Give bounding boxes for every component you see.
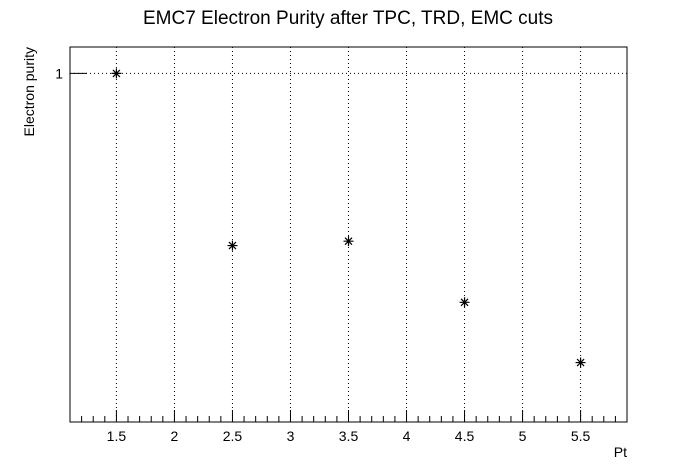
axis-tick-labels: 1.5 2 2.5 3 3.5 4 4.5 5 5.5 1 <box>55 65 590 444</box>
data-point <box>575 357 586 368</box>
y-axis-label: Electron purity <box>21 47 37 136</box>
data-point <box>227 240 238 251</box>
x-axis-label: Pt <box>614 444 627 460</box>
data-point <box>111 68 122 79</box>
chart-title: EMC7 Electron Purity after TPC, TRD, EMC… <box>143 8 553 29</box>
x-tick-label: 4 <box>403 428 411 444</box>
data-point <box>459 297 470 308</box>
x-tick-label: 4.5 <box>455 428 475 444</box>
x-tick-label: 2 <box>171 428 179 444</box>
x-tick-label: 2.5 <box>223 428 243 444</box>
plot-frame <box>69 46 628 423</box>
x-tick-label: 5.5 <box>571 428 591 444</box>
x-tick-label: 1.5 <box>107 428 127 444</box>
x-tick-label: 3.5 <box>339 428 359 444</box>
x-tick-label: 5 <box>519 428 527 444</box>
data-point <box>343 236 354 247</box>
axis-ticks <box>69 72 628 422</box>
y-tick-label: 1 <box>55 65 63 81</box>
x-tick-label: 3 <box>287 428 295 444</box>
data-points <box>111 68 586 368</box>
